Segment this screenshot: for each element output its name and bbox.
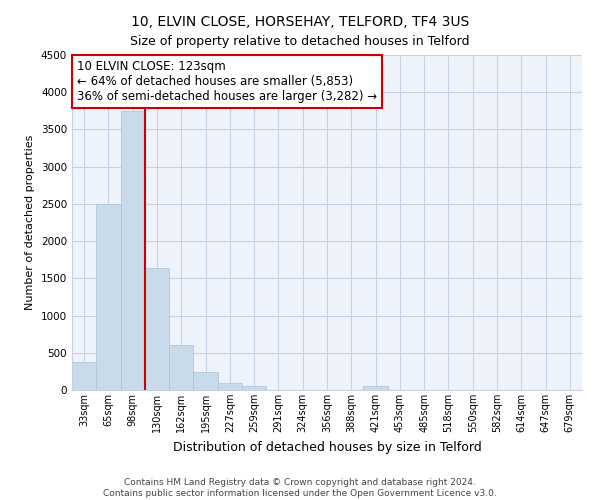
Text: Contains HM Land Registry data © Crown copyright and database right 2024.
Contai: Contains HM Land Registry data © Crown c… (103, 478, 497, 498)
Y-axis label: Number of detached properties: Number of detached properties (25, 135, 35, 310)
Text: 10, ELVIN CLOSE, HORSEHAY, TELFORD, TF4 3US: 10, ELVIN CLOSE, HORSEHAY, TELFORD, TF4 … (131, 15, 469, 29)
Bar (364, 386, 388, 390)
Bar (169, 346, 193, 390)
Bar (72, 362, 96, 390)
Bar (242, 386, 266, 390)
Text: Size of property relative to detached houses in Telford: Size of property relative to detached ho… (130, 35, 470, 48)
Bar (145, 268, 169, 390)
Bar (193, 372, 218, 390)
X-axis label: Distribution of detached houses by size in Telford: Distribution of detached houses by size … (173, 440, 481, 454)
Bar (218, 382, 242, 390)
Text: 10 ELVIN CLOSE: 123sqm
← 64% of detached houses are smaller (5,853)
36% of semi-: 10 ELVIN CLOSE: 123sqm ← 64% of detached… (77, 60, 377, 103)
Bar (96, 204, 121, 390)
Bar (121, 111, 145, 390)
